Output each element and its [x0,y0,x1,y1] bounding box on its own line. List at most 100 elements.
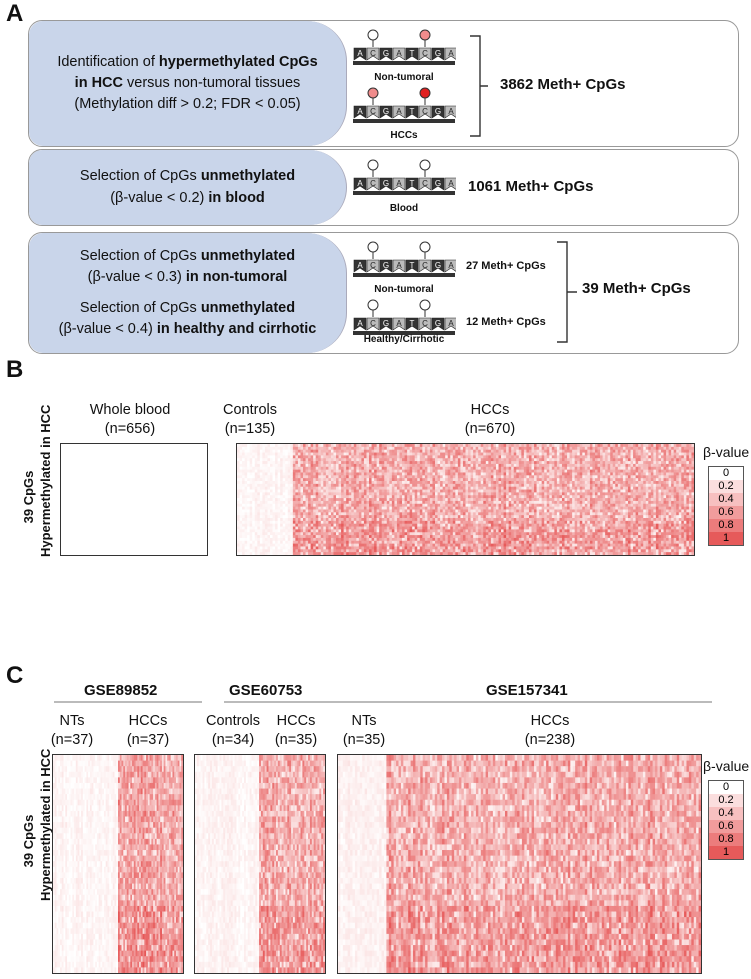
dna-backbone [353,61,455,65]
methylation-dot [367,159,379,171]
methylation-dot [419,29,431,41]
count-step2: 1061 Meth+ CpGs [468,178,594,195]
heatmap-panel-b [236,443,695,556]
legend-swatch-1: 0.2 [709,794,743,807]
header-c3-g2: HCCs (n=238) [524,713,576,748]
nucleotide-tile: A [392,105,406,119]
step2-description: Selection of CpGs unmethylated (β-value … [29,150,347,225]
dataset-underlines [54,701,712,703]
nucleotide-tile: A [444,259,456,273]
methylation-dot [419,299,431,311]
heatmap-gse60753 [194,754,326,974]
nucleotide-tile: C [366,259,380,273]
svg-text:C: C [370,319,376,328]
legend-swatch-3: 0.6 [709,506,743,519]
nucleotide-tile: A [353,105,367,119]
nucleotide-tile: T [405,177,419,191]
step3-box: Selection of CpGs unmethylated (β-value … [28,232,739,354]
label-hccs: HCCs [390,130,418,141]
nucleotide-tile: A [444,177,456,191]
label-nontumoral-1: Non-tumoral [374,72,434,83]
dataset-title-2: GSE60753 [229,682,303,699]
label-nontumoral-2: Non-tumoral [374,284,434,295]
svg-text:C: C [422,179,428,188]
nucleotide-tile: C [418,47,432,61]
nucleotide-tile: A [444,105,456,119]
header-hccs-b: HCCs (n=670) [464,402,516,437]
step1-description: Identification of hypermethylated CpGs i… [29,21,347,146]
count-step1: 3862 Meth+ CpGs [500,76,626,93]
header-c1-g2: HCCs (n=37) [126,713,170,748]
svg-text:C: C [370,179,376,188]
dna-backbone [353,331,455,335]
svg-text:T: T [410,179,415,188]
heatmap-cells [338,755,701,973]
dna-backbone [353,191,455,195]
nucleotide-tile: T [405,47,419,61]
header-c2-g2: HCCs (n=35) [274,713,318,748]
legend-title-b: β-value [703,444,750,460]
legend-swatch-2: 0.4 [709,807,743,820]
nucleotide-tile: A [392,317,406,331]
methylation-dot [419,241,431,253]
header-whole-blood: Whole blood (n=656) [89,402,171,437]
dna-backbone [353,273,455,277]
methylation-dot [367,29,379,41]
label-blood: Blood [389,203,419,214]
legend-swatch-5: 1 [709,532,743,545]
nucleotide-tile: G [379,259,393,273]
nucleotide-tile: C [418,317,432,331]
nucleotide-tile: G [379,317,393,331]
svg-text:T: T [410,319,415,328]
methylation-dot [419,159,431,171]
legend-swatch-4: 0.8 [709,833,743,846]
legend-scale-b: 0 0.2 0.4 0.6 0.8 1 [708,466,744,546]
svg-text:T: T [410,107,415,116]
svg-text:T: T [410,261,415,270]
nucleotide-tile: A [444,317,456,331]
label-healthy-cirrhotic: Healthy/Cirrhotic [363,334,445,345]
nucleotide-tile: C [418,259,432,273]
nucleotide-tile: C [366,177,380,191]
svg-text:G: G [435,49,441,58]
svg-text:A: A [396,49,402,58]
ylabel-panel-c: 39 CpGs Hypermethylated in HCC [21,748,53,901]
nucleotide-tile: G [379,177,393,191]
count-step3-healthy: 12 Meth+ CpGs [466,316,546,328]
bracket-step3 [557,241,577,343]
svg-text:A: A [396,261,402,270]
nucleotide-tile: T [405,259,419,273]
panel-c-letter: C [6,662,24,689]
heatmap-gse89852 [52,754,184,974]
svg-text:C: C [422,49,428,58]
svg-text:G: G [435,319,441,328]
heatmap-cells [195,755,325,973]
step1-box: Identification of hypermethylated CpGs i… [28,20,739,147]
nucleotide-tile: T [405,317,419,331]
nucleotide-tile: G [379,105,393,119]
nucleotide-tile: A [353,317,367,331]
svg-text:A: A [357,49,363,58]
ylabel-panel-b: 39 CpGs Hypermethylated in HCC [21,404,53,557]
nucleotide-tile: A [392,177,406,191]
nucleotide-tile: T [405,105,419,119]
legend-swatch-3: 0.6 [709,820,743,833]
svg-text:G: G [435,107,441,116]
svg-text:A: A [357,179,363,188]
methylation-dot [419,87,431,99]
legend-swatch-4: 0.8 [709,519,743,532]
svg-text:A: A [448,107,454,116]
nucleotide-tile: G [431,105,445,119]
svg-text:G: G [383,261,389,270]
nucleotide-tile: G [431,177,445,191]
step3-description: Selection of CpGs unmethylated (β-value … [29,233,347,353]
nucleotide-tile: C [366,105,380,119]
svg-text:A: A [448,49,454,58]
svg-text:A: A [357,107,363,116]
header-controls-b: Controls (n=135) [223,402,277,437]
legend-swatch-1: 0.2 [709,480,743,493]
heatmap-cells [53,755,183,973]
